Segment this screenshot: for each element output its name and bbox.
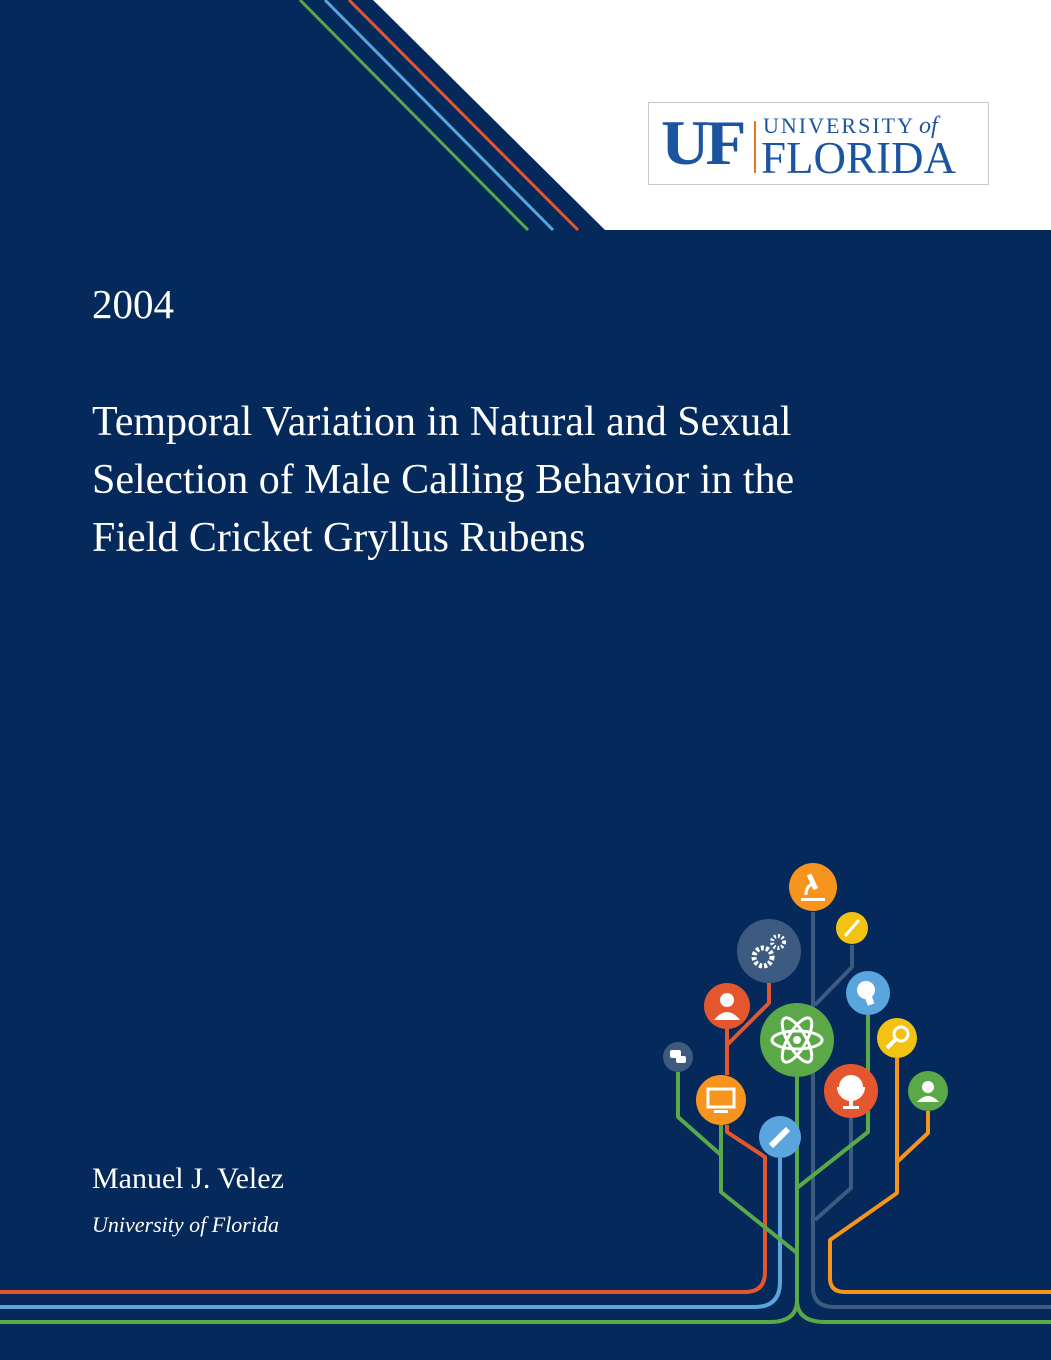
chat-icon (663, 1042, 693, 1072)
author-affiliation: University of Florida (92, 1212, 279, 1237)
publication-year: 2004 (92, 281, 174, 327)
stripe-orange (347, 0, 580, 232)
atom-icon (760, 1003, 834, 1077)
gears-icon (737, 919, 801, 983)
globe-icon (824, 1064, 878, 1118)
title-line: Selection of Male Calling Behavior in th… (92, 457, 795, 503)
logo-mark: UF (661, 107, 746, 178)
logo-line1: UNIVERSITY of (763, 113, 938, 140)
title-line: Temporal Variation in Natural and Sexual (92, 399, 792, 445)
logo-of: of (919, 113, 938, 139)
book-title: Temporal Variation in Natural and Sexual… (92, 393, 972, 567)
person-icon (704, 983, 750, 1029)
stripe-blue (323, 0, 555, 232)
title-line: Field Cricket Gryllus Rubens (92, 515, 586, 561)
magnifier-icon (877, 1018, 917, 1058)
university-logo: UF UNIVERSITY of FLORIDA (648, 102, 989, 185)
author-name: Manuel J. Velez (92, 1162, 284, 1195)
logo-line2: FLORIDA (761, 133, 957, 183)
microscope-icon (789, 863, 837, 911)
paintbrush-icon (836, 912, 868, 944)
lightbulb-icon (846, 971, 890, 1015)
pencil-icon (759, 1116, 801, 1158)
logo-university: UNIVERSITY (763, 113, 915, 138)
student-icon (908, 1071, 948, 1111)
stripe-green (298, 0, 530, 232)
monitor-icon (696, 1075, 746, 1125)
tree-branches (0, 912, 1051, 1324)
logo-divider (754, 121, 756, 173)
